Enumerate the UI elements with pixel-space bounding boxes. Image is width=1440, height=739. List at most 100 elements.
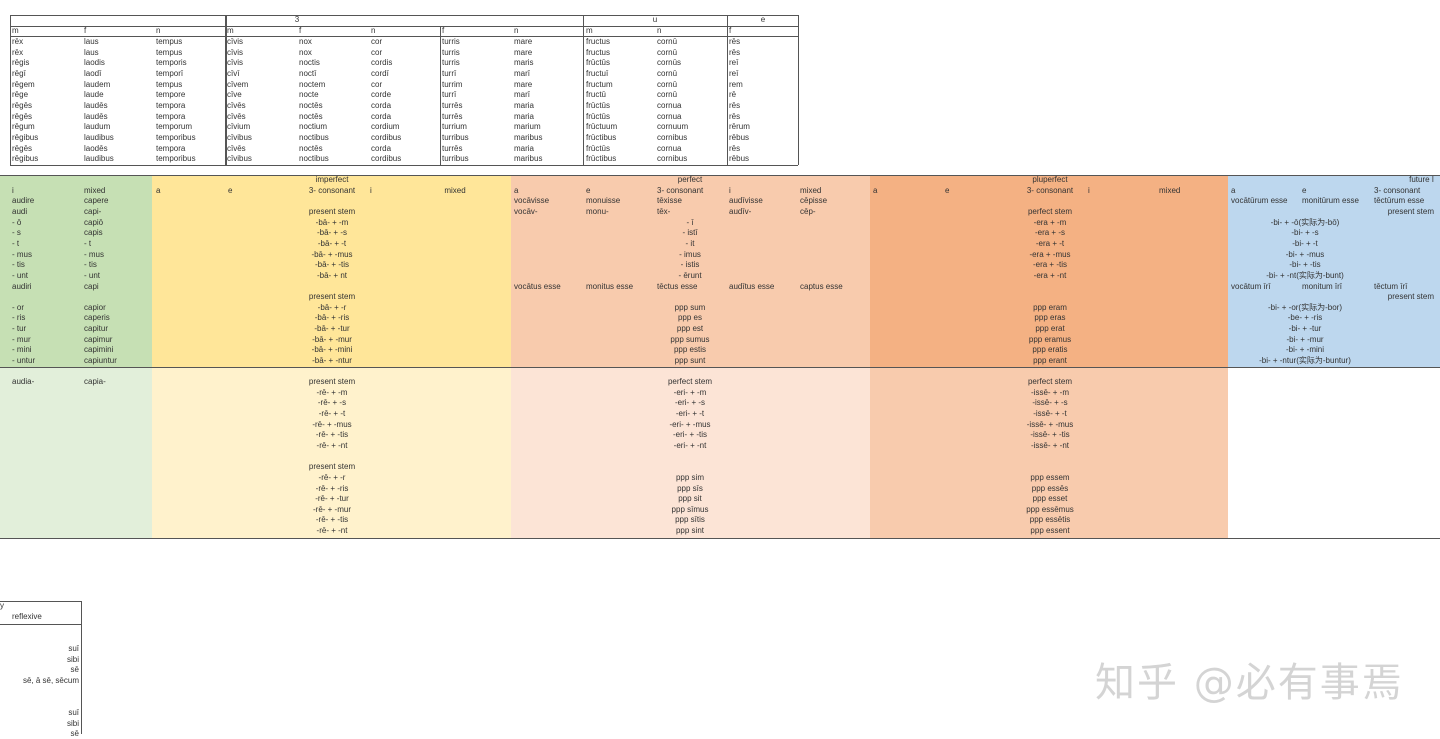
- table-cell: cīvibus: [227, 154, 252, 164]
- conjugation-cell-imp-center: -rē- + -nt: [316, 526, 348, 536]
- conjugation-cell-imp-center: -rē- + -tis: [315, 515, 349, 525]
- table-cell: cornū: [657, 47, 678, 57]
- table-cell: tempora: [156, 111, 186, 121]
- conjugation-cell-g-mixed: capiō: [84, 217, 104, 227]
- conjugation-cell-plu-center: -era + -mus: [1029, 249, 1071, 259]
- table-cell: corda: [371, 100, 392, 110]
- conjugation-cell-perf-center: ppp sit: [678, 494, 702, 504]
- divider: [727, 15, 728, 165]
- conjugation-cell-fut-center: -bi- + -mur: [1286, 334, 1324, 344]
- column-header: f: [729, 26, 732, 35]
- conjugation-cell-g-mixed: capis: [84, 228, 103, 238]
- table-cell: fructus: [586, 37, 611, 46]
- conjugation-cell-fut-center: -be- + -ris: [1287, 313, 1323, 323]
- conjugation-cell-plu-center: perfect stem: [1027, 377, 1072, 386]
- conjugation-cell-plu-center: -era + -tis: [1032, 260, 1067, 270]
- table-cell: rēgem: [12, 79, 35, 89]
- conjugation-cell-plu-center: ppp essētis: [1029, 515, 1071, 525]
- conjugation-cell-g-i: - s: [12, 228, 21, 238]
- table-cell: temporī: [156, 68, 184, 78]
- conjugation-cell-g-mixed: caperis: [84, 313, 110, 323]
- pronoun-form: sē, ā sē, sēcum: [22, 675, 79, 685]
- conjugation-cell-g-i: audiri: [12, 281, 32, 291]
- conjugation-cell-imp-center: 3- consonant: [308, 185, 356, 195]
- divider: [0, 624, 81, 625]
- table-cell: laodis: [84, 58, 105, 68]
- conjugation-cell-plu-center: ppp eras: [1034, 313, 1066, 323]
- conjugation-cell-fut-a: a: [1231, 185, 1236, 195]
- conjugation-cell-fut-cons: 3- consonant: [1374, 185, 1421, 195]
- conjugation-cell-plu-center: -issē- + -m: [1031, 387, 1069, 397]
- conjugation-cell-perf-center: ppp sītis: [675, 515, 705, 525]
- table-cell: turribus: [442, 132, 469, 142]
- conjugation-cell-imp-center: -rē- + -ris: [315, 483, 349, 493]
- conjugation-cell-perf-center: -eri- + -tis: [673, 430, 707, 440]
- conjugation-cell-plu-center: ppp erant: [1033, 356, 1067, 366]
- table-cell: rēgis: [12, 58, 30, 68]
- divider: [10, 26, 798, 27]
- table-cell: cornūs: [657, 58, 682, 68]
- column-header: m: [12, 26, 19, 35]
- conjugation-cell-perf-center: ppp sint: [675, 526, 705, 536]
- table-cell: cornū: [657, 79, 678, 89]
- table-cell: noctis: [299, 58, 320, 68]
- table-cell: corda: [371, 143, 392, 153]
- conjugation-cell-g-mixed: capimur: [84, 334, 113, 344]
- conjugation-cell-imp-center: -bā- + nt: [316, 270, 347, 280]
- table-cell: mare: [514, 47, 533, 57]
- divider: [583, 15, 584, 165]
- conjugation-cell-plu-i: i: [1088, 185, 1090, 195]
- pronoun-form: suī: [68, 644, 79, 653]
- conjugation-cell-imp-center: -rē- + -nt: [316, 440, 348, 450]
- table-cell: tempora: [156, 143, 186, 153]
- table-cell: fructum: [586, 79, 613, 89]
- column-header: n: [657, 26, 662, 35]
- conjugation-cell-g-i: - ō: [12, 217, 22, 227]
- conjugation-cell-fut-a: vocātum īrī: [1231, 281, 1271, 291]
- conjugation-cell-perf-e: monuisse: [586, 196, 621, 206]
- table-cell: cīvibus: [227, 132, 252, 142]
- conjugation-cell-fut-center: -bi- + -or(实际为-bor): [1267, 302, 1342, 312]
- conjugation-cell-plu-center: perfect stem: [1027, 206, 1072, 216]
- conjugation-cell-perf-cons: tēxisse: [657, 196, 682, 206]
- table-cell: tempus: [156, 47, 183, 57]
- conjugation-cell-fut-center: -bi- + -mini: [1285, 345, 1324, 355]
- conjugation-cell-imp-center: -bā- + -ntur: [312, 356, 352, 366]
- divider: [225, 15, 227, 165]
- band-pluperfect-lower: [870, 368, 1228, 538]
- conjugation-cell-g-i: - ris: [12, 313, 26, 323]
- table-cell: noctī: [299, 68, 317, 78]
- table-cell: cīvis: [227, 37, 243, 46]
- table-cell: maria: [514, 100, 535, 110]
- group-header: 3: [294, 15, 300, 24]
- conjugation-cell-plu-center: -issē- + -mus: [1026, 419, 1074, 429]
- conjugation-cell-fut-center: -bi- + -tis: [1289, 260, 1321, 270]
- table-cell: cornū: [657, 37, 678, 46]
- table-cell: tempora: [156, 100, 186, 110]
- divider: [0, 601, 81, 602]
- conjugation-cell-g-mixed: - t: [84, 238, 92, 248]
- conjugation-cell-fut-right: present stem: [1387, 292, 1434, 302]
- conjugation-cell-fut-center: -bi- + -nt(实际为-bunt): [1266, 270, 1344, 280]
- table-cell: cornua: [657, 143, 682, 153]
- conjugation-cell-imp-center: imperfect: [315, 175, 349, 184]
- table-cell: cīvēs: [227, 100, 246, 110]
- table-cell: turrium: [442, 122, 467, 132]
- table-cell: rēs: [729, 111, 741, 121]
- pronoun-form: sē: [70, 729, 79, 739]
- conjugation-cell-fut-right: future I: [1409, 175, 1434, 184]
- conjugation-cell-g-mixed: capere: [84, 196, 109, 206]
- table-cell: cornua: [657, 111, 682, 121]
- divider: [0, 175, 1440, 176]
- conjugation-cell-plu-center: -issē- + -nt: [1030, 440, 1069, 450]
- divider: [10, 36, 798, 37]
- table-cell: corda: [371, 111, 392, 121]
- conjugation-cell-g-mixed: capia-: [84, 377, 106, 386]
- table-cell: marium: [514, 122, 541, 132]
- conjugation-cell-g-mixed: mixed: [84, 185, 106, 195]
- conjugation-cell-imp-center: -bā- + -ris: [314, 313, 350, 323]
- column-header: f: [299, 26, 302, 35]
- conjugation-cell-imp-center: -bā- + -tis: [314, 260, 349, 270]
- conjugation-cell-perf-center: - imus: [679, 249, 701, 259]
- conjugation-cell-perf-mixed: captus esse: [800, 281, 843, 291]
